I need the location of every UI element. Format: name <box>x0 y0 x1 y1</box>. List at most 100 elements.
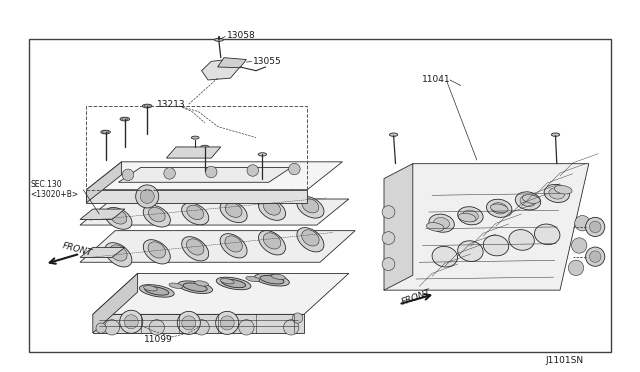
Ellipse shape <box>271 274 285 279</box>
Text: SEC.130: SEC.130 <box>31 180 62 189</box>
Text: 13213: 13213 <box>157 100 186 109</box>
Ellipse shape <box>186 239 204 255</box>
Ellipse shape <box>101 130 111 134</box>
Ellipse shape <box>483 235 509 256</box>
Ellipse shape <box>549 188 564 199</box>
Circle shape <box>292 313 303 323</box>
Text: FRONT: FRONT <box>400 288 432 307</box>
Circle shape <box>205 166 217 178</box>
Circle shape <box>284 320 299 335</box>
Ellipse shape <box>145 287 169 295</box>
Circle shape <box>289 163 300 175</box>
Polygon shape <box>166 147 221 158</box>
Ellipse shape <box>105 243 132 267</box>
Ellipse shape <box>432 246 458 267</box>
Ellipse shape <box>169 283 183 288</box>
Polygon shape <box>80 231 355 262</box>
Ellipse shape <box>554 185 572 194</box>
Polygon shape <box>218 58 246 68</box>
Ellipse shape <box>182 203 209 225</box>
Ellipse shape <box>458 241 483 262</box>
Ellipse shape <box>120 117 130 121</box>
Ellipse shape <box>520 195 536 206</box>
Ellipse shape <box>264 201 280 215</box>
Circle shape <box>220 316 234 330</box>
Ellipse shape <box>246 276 260 282</box>
Ellipse shape <box>140 285 174 297</box>
Circle shape <box>120 310 143 333</box>
Ellipse shape <box>220 201 247 222</box>
Ellipse shape <box>458 207 483 225</box>
Ellipse shape <box>225 236 243 252</box>
Circle shape <box>164 168 175 179</box>
Polygon shape <box>80 209 125 219</box>
Circle shape <box>572 238 587 253</box>
Circle shape <box>104 320 120 335</box>
Text: 13058: 13058 <box>227 31 256 40</box>
Ellipse shape <box>434 218 449 229</box>
Polygon shape <box>93 273 349 314</box>
Ellipse shape <box>102 131 109 134</box>
Ellipse shape <box>220 234 247 258</box>
Circle shape <box>247 165 259 176</box>
Ellipse shape <box>148 208 165 222</box>
Polygon shape <box>93 273 138 333</box>
Circle shape <box>575 215 590 231</box>
Ellipse shape <box>221 279 246 288</box>
Ellipse shape <box>509 230 534 250</box>
Ellipse shape <box>195 281 209 286</box>
Ellipse shape <box>490 204 508 213</box>
Text: <13020+B>: <13020+B> <box>31 190 79 199</box>
Bar <box>86 106 307 190</box>
Ellipse shape <box>301 230 319 246</box>
Circle shape <box>589 221 601 232</box>
Ellipse shape <box>458 213 476 222</box>
Polygon shape <box>93 314 304 333</box>
Ellipse shape <box>143 205 170 227</box>
Polygon shape <box>80 199 349 225</box>
Circle shape <box>586 217 605 237</box>
Ellipse shape <box>534 224 560 245</box>
Ellipse shape <box>187 205 204 219</box>
Circle shape <box>194 320 209 335</box>
Ellipse shape <box>144 105 150 108</box>
Ellipse shape <box>109 245 127 261</box>
Polygon shape <box>86 162 342 190</box>
Ellipse shape <box>143 240 170 264</box>
Circle shape <box>382 232 395 244</box>
Ellipse shape <box>216 277 251 290</box>
Ellipse shape <box>201 145 209 149</box>
Circle shape <box>382 206 395 218</box>
Ellipse shape <box>214 38 223 41</box>
Circle shape <box>149 320 164 335</box>
Circle shape <box>568 260 584 276</box>
Circle shape <box>140 189 154 203</box>
Ellipse shape <box>463 210 478 221</box>
Ellipse shape <box>259 199 285 220</box>
Polygon shape <box>384 164 589 290</box>
Circle shape <box>239 320 254 335</box>
Ellipse shape <box>178 281 212 294</box>
Ellipse shape <box>522 195 540 203</box>
Ellipse shape <box>182 237 209 261</box>
Ellipse shape <box>225 203 242 217</box>
Circle shape <box>177 311 200 334</box>
Ellipse shape <box>143 286 157 291</box>
Text: J1101SN: J1101SN <box>545 356 584 365</box>
Ellipse shape <box>105 208 132 229</box>
Ellipse shape <box>148 242 166 258</box>
Circle shape <box>124 315 138 329</box>
Ellipse shape <box>552 133 559 137</box>
Ellipse shape <box>255 273 289 286</box>
Circle shape <box>382 258 395 270</box>
Ellipse shape <box>429 214 454 232</box>
Ellipse shape <box>220 279 234 284</box>
Ellipse shape <box>143 104 152 108</box>
Circle shape <box>182 316 196 330</box>
Ellipse shape <box>122 118 128 121</box>
Ellipse shape <box>263 233 281 249</box>
Polygon shape <box>86 162 122 203</box>
Text: 11041: 11041 <box>422 76 451 84</box>
Circle shape <box>96 323 106 333</box>
Ellipse shape <box>297 228 324 252</box>
